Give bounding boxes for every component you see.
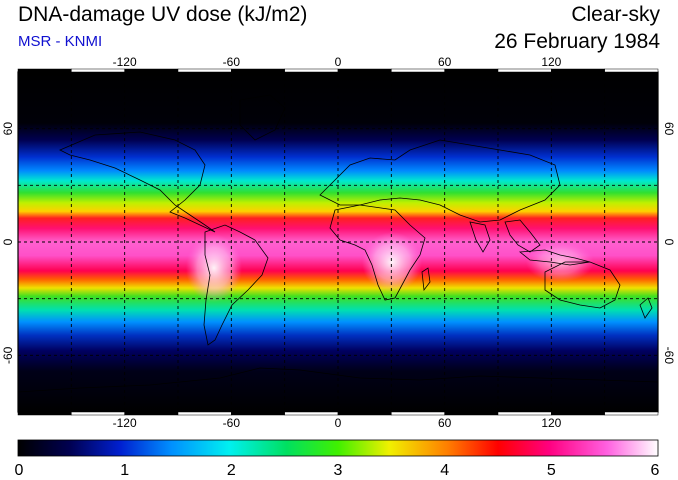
north-america-coast (59, 131, 216, 233)
frame-segment (391, 411, 445, 416)
lon-tick-label: -60 (223, 416, 241, 430)
south-america-coast (203, 224, 269, 346)
australia-coast (544, 261, 621, 309)
frame-segment (444, 68, 499, 73)
graticule (18, 72, 658, 412)
lon-tick-label: 120 (541, 55, 561, 69)
greenland-coast (239, 94, 286, 141)
lat-tick-label: 60 (662, 122, 676, 136)
colorbar-tick-label: 4 (440, 462, 449, 479)
lat-labels-right: 60 0 -60 (662, 122, 676, 364)
frame-segment (391, 68, 445, 73)
frame-segment (17, 411, 72, 416)
date-label: 26 February 1984 (494, 30, 660, 53)
lat-tick-label: -60 (1, 346, 15, 364)
colorbar-labels: 0 1 2 3 4 5 6 (15, 462, 660, 479)
frame-segment (177, 68, 232, 73)
frame-segment (124, 411, 179, 416)
frame-segment (337, 411, 392, 416)
lon-tick-label: 0 (335, 416, 342, 430)
lon-tick-label: -60 (223, 55, 241, 69)
lat-tick-label: 0 (1, 238, 15, 245)
colorbar-tick-label: 1 (120, 462, 129, 479)
antarctica-coast (18, 367, 658, 393)
source-label: MSR - KNMI (18, 33, 103, 50)
frame-segment (604, 68, 659, 73)
colorbar (17, 439, 659, 457)
lon-tick-label: 0 (335, 55, 342, 69)
australia-hotspot (526, 242, 594, 282)
frame-segment (71, 411, 125, 416)
frame-segment (231, 411, 285, 416)
lon-tick-label: -120 (113, 55, 137, 69)
frame-segment (284, 411, 339, 416)
lon-tick-label: 120 (541, 416, 561, 430)
southeast-asia-coast (504, 219, 541, 253)
colorbar-tick-label: 6 (651, 462, 660, 479)
lon-labels-top: -120 -60 0 60 120 (113, 55, 562, 69)
frame-segment (17, 68, 72, 73)
lat-tick-label: 0 (662, 239, 676, 246)
map-title: DNA-damage UV dose (kJ/m2) (18, 3, 308, 26)
frame-segment (497, 68, 552, 73)
africa-hotspot (362, 232, 422, 292)
india-coast (469, 221, 491, 253)
frame-ticks (17, 68, 659, 416)
colorbar-tick-label: 0 (15, 462, 24, 479)
frame-segment (551, 68, 605, 73)
coastlines (18, 94, 658, 393)
frame-segment (497, 411, 552, 416)
africa-coast (329, 204, 426, 301)
frame-segment (551, 411, 605, 416)
sky-condition-label: Clear-sky (571, 3, 660, 26)
lat-tick-label: -60 (662, 347, 676, 365)
lon-tick-label: 60 (438, 55, 452, 69)
south-america-hotspot (186, 234, 242, 302)
new-zealand-coast (639, 297, 653, 319)
madagascar-coast (421, 267, 431, 292)
frame-segment (444, 411, 499, 416)
frame-segment (124, 68, 179, 73)
frame-segment (284, 68, 339, 73)
frame-segment (604, 411, 659, 416)
frame-segment (337, 68, 392, 73)
frame-segment (231, 68, 285, 73)
frame-segment (177, 411, 232, 416)
colorbar-tick-label: 2 (227, 462, 236, 479)
frame-segment (71, 68, 125, 73)
lon-labels-bottom: -120 -60 0 60 120 (113, 416, 562, 430)
europe-coast (319, 139, 561, 223)
lon-tick-label: 60 (438, 416, 452, 430)
colorbar-tick-label: 3 (334, 462, 343, 479)
lat-tick-label: 60 (1, 122, 15, 136)
colorbar-tick-label: 5 (547, 462, 556, 479)
lon-tick-label: -120 (113, 416, 137, 430)
lat-labels-left: 60 0 -60 (1, 122, 15, 364)
